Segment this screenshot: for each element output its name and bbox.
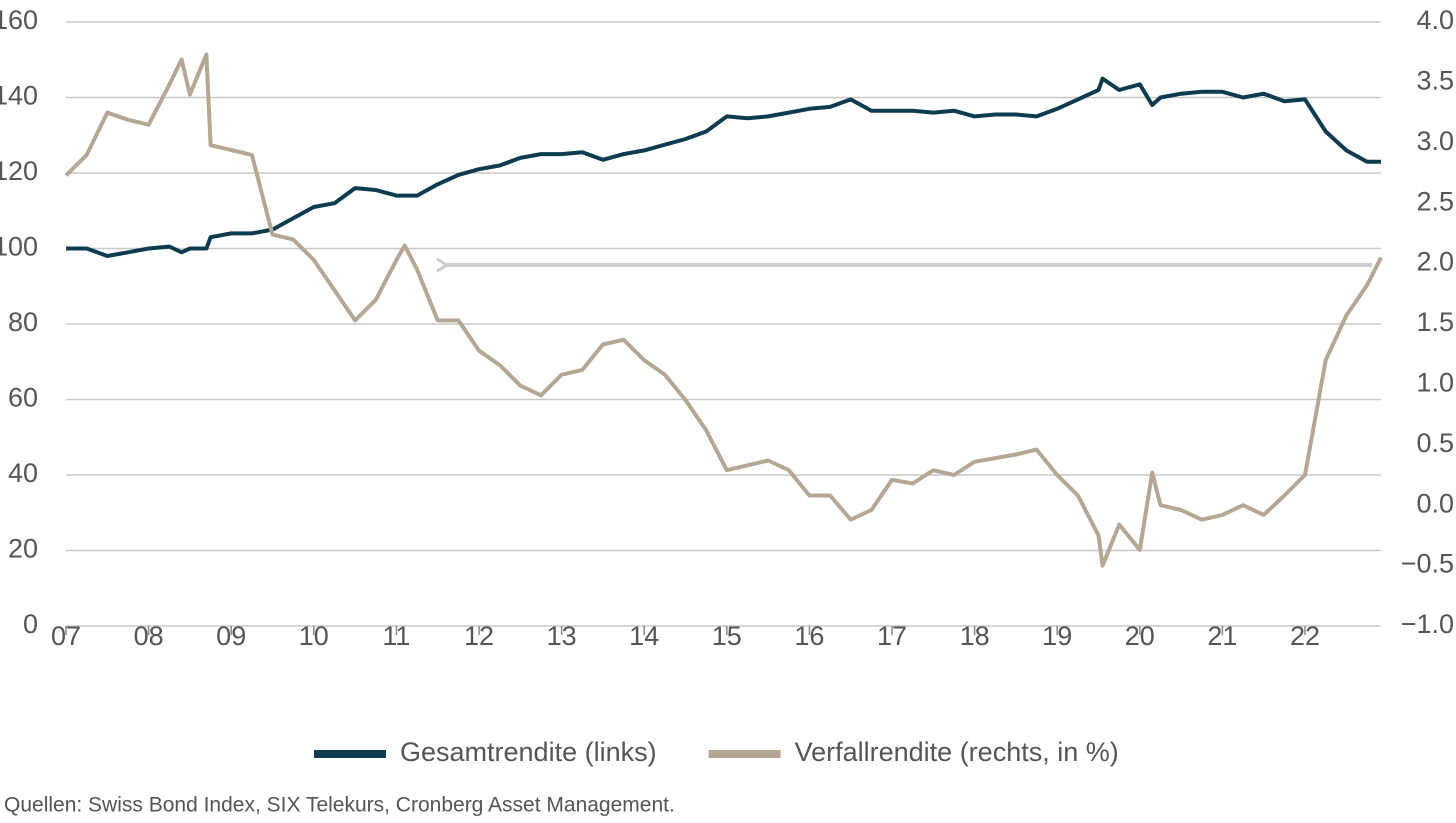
y-tick-label: 100 [0, 232, 38, 262]
y-tick-label: 40 [8, 458, 38, 488]
x-tick-label: 07 [51, 621, 81, 651]
x-tick-label: 08 [134, 621, 164, 651]
plot: Gesamtrendite (links) Verfallrendite (rec… [64, 52, 1383, 767]
y2-tick-label: 2.0 [1416, 247, 1454, 277]
y-tick-label: 160 [0, 5, 38, 35]
y-tick-label: 20 [8, 534, 38, 564]
y-tick-label: 140 [0, 81, 38, 111]
legend-label: Verfallrendite (rechts, in %) [795, 737, 1119, 767]
x-tick-label: 19 [1042, 621, 1072, 651]
x-tick-label: 17 [877, 621, 907, 651]
y2-tick-label: −1.0 [1401, 609, 1454, 639]
y2-tick-label: 0.0 [1416, 488, 1454, 518]
series-line [66, 76, 1381, 258]
grid: 0 20 40 60 80 100 120 140 160 −1.0 −0.5 0.0 0.5 1.0 1.… [0, 5, 1454, 651]
x-tick-label: 16 [794, 621, 824, 651]
x-tick-label: 22 [1290, 621, 1320, 651]
source-note: Quellen: Swiss Bond Index, SIX Telekurs,… [4, 794, 675, 817]
x-tick-label: 09 [216, 621, 246, 651]
y2-tick-label: 4.0 [1416, 5, 1454, 35]
x-tick-label: 18 [960, 621, 990, 651]
y-tick-label: 0 [23, 609, 38, 639]
x-tick-label: 13 [547, 621, 577, 651]
y2-tick-label: 1.5 [1416, 307, 1454, 337]
y2-tick-label: 3.5 [1416, 66, 1454, 96]
x-tick-label: 15 [712, 621, 742, 651]
y-tick-label: 80 [8, 307, 38, 337]
y-tick-label: 120 [0, 156, 38, 186]
y2-tick-label: 3.0 [1416, 126, 1454, 156]
y2-tick-label: 0.5 [1416, 428, 1454, 458]
y-tick-label: 60 [8, 383, 38, 413]
x-tick-label: 12 [464, 621, 494, 651]
x-tick-label: 20 [1125, 621, 1155, 651]
y2-tick-label: 2.5 [1416, 186, 1454, 216]
x-tick-label: 21 [1207, 621, 1237, 651]
y2-tick-label: −0.5 [1401, 549, 1454, 579]
x-tick-label: 14 [629, 621, 659, 651]
x-tick-label: 10 [299, 621, 329, 651]
x-tick-label: 11 [382, 621, 410, 651]
legend-label: Gesamtrendite (links) [400, 737, 657, 767]
series-line [64, 52, 1383, 568]
y2-tick-label: 1.0 [1416, 368, 1454, 398]
